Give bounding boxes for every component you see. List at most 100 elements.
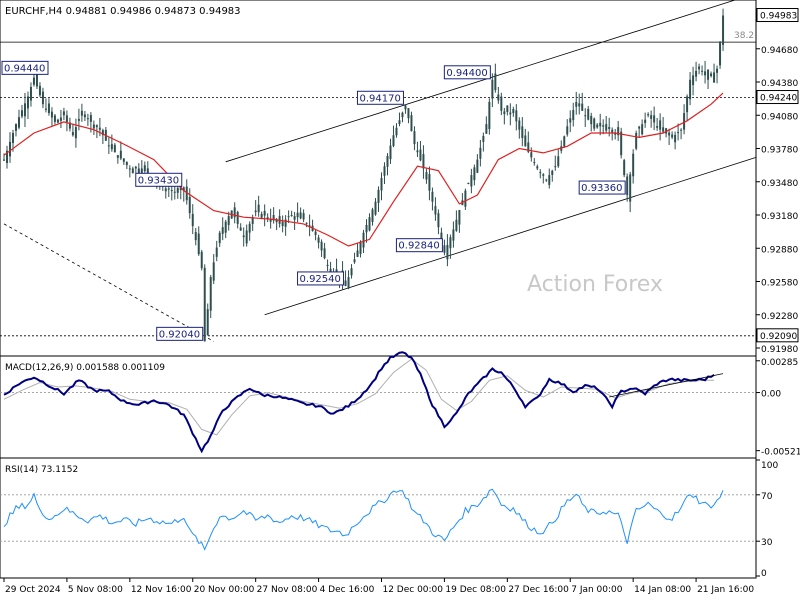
candle-body bbox=[212, 262, 215, 281]
pivot-label: 0.93360 bbox=[581, 183, 622, 194]
candle-body bbox=[413, 131, 416, 145]
candle-body bbox=[359, 241, 362, 254]
candle-body bbox=[656, 126, 659, 128]
candle-body bbox=[575, 101, 578, 107]
candle-body bbox=[497, 94, 500, 101]
candle-body bbox=[704, 71, 707, 76]
candle-body bbox=[650, 115, 653, 119]
candle-body bbox=[107, 145, 110, 147]
price-tag: 0.94983 bbox=[760, 12, 797, 22]
candle-body bbox=[299, 212, 302, 219]
rsi-tick-label: 70 bbox=[761, 492, 773, 502]
candle-body bbox=[77, 118, 80, 121]
candle-body bbox=[626, 176, 629, 196]
candle-body bbox=[203, 267, 206, 342]
candle-body bbox=[683, 113, 686, 130]
candle-body bbox=[140, 168, 143, 175]
rsi-panel-frame bbox=[0, 457, 757, 579]
candle-body bbox=[119, 150, 122, 159]
candle-body bbox=[44, 108, 47, 110]
candle-body bbox=[146, 168, 149, 174]
candle-body bbox=[401, 112, 404, 118]
candle-body bbox=[530, 152, 533, 158]
candle-body bbox=[578, 103, 581, 107]
candle-body bbox=[65, 115, 68, 122]
candle-body bbox=[164, 188, 167, 192]
rsi-line bbox=[3, 488, 724, 551]
candle-body bbox=[470, 175, 473, 187]
x-tick-label: 27 Nov 08:00 bbox=[257, 585, 318, 595]
candle-body bbox=[509, 112, 512, 115]
candle-body bbox=[242, 235, 245, 238]
candle-body bbox=[557, 156, 560, 167]
x-tick-label: 5 Nov 08:00 bbox=[68, 585, 123, 595]
candle-body bbox=[590, 115, 593, 125]
x-tick-label: 27 Dec 16:00 bbox=[508, 585, 569, 595]
candle-body bbox=[323, 248, 326, 259]
candle-body bbox=[329, 268, 332, 273]
candle-body bbox=[89, 115, 92, 122]
candle-body bbox=[479, 147, 482, 159]
candle-body bbox=[35, 71, 38, 87]
candle-body bbox=[110, 144, 113, 150]
candle-body bbox=[692, 75, 695, 86]
candle-body bbox=[167, 188, 170, 190]
candle-body bbox=[47, 103, 50, 114]
pivot-label-box bbox=[135, 172, 183, 187]
candle-body bbox=[128, 168, 131, 170]
candle-body bbox=[581, 103, 584, 111]
y-tick-label: 0.92880 bbox=[761, 245, 798, 255]
candle-body bbox=[668, 132, 671, 136]
candle-body bbox=[566, 126, 569, 135]
candle-body bbox=[29, 87, 32, 101]
candle-body bbox=[455, 219, 458, 231]
candle-body bbox=[362, 232, 365, 248]
rsi-tick-label: 100 bbox=[761, 461, 778, 471]
candle-body bbox=[617, 127, 620, 136]
candle-body bbox=[521, 126, 524, 138]
candle-body bbox=[374, 201, 377, 215]
candle-body bbox=[695, 70, 698, 77]
trend-line bbox=[3, 223, 214, 342]
candle-body bbox=[398, 120, 401, 125]
candle-body bbox=[584, 115, 587, 117]
candle-body bbox=[416, 150, 419, 153]
candle-body bbox=[446, 244, 449, 260]
candle-body bbox=[41, 91, 44, 105]
pivot-label: 0.94400 bbox=[446, 68, 487, 79]
candle-body bbox=[686, 96, 689, 113]
candle-body bbox=[116, 155, 119, 158]
candle-body bbox=[275, 219, 278, 223]
candle-body bbox=[434, 206, 437, 215]
rsi-header: RSI(14) 73.1152 bbox=[5, 465, 78, 475]
candle-body bbox=[392, 135, 395, 147]
candle-body bbox=[677, 132, 680, 134]
candle-body bbox=[587, 108, 590, 120]
candle-body bbox=[68, 122, 71, 129]
candle-body bbox=[224, 221, 227, 233]
candle-body bbox=[680, 129, 683, 131]
candle-body bbox=[188, 196, 191, 214]
candle-body bbox=[653, 115, 656, 123]
candle-body bbox=[536, 166, 539, 169]
pivot-label: 0.92540 bbox=[300, 274, 341, 285]
candle-body bbox=[419, 149, 422, 161]
candle-body bbox=[122, 158, 125, 162]
candle-body bbox=[86, 118, 89, 120]
candle-body bbox=[632, 153, 635, 177]
pivot-label: 0.94440 bbox=[4, 63, 45, 74]
candle-body bbox=[407, 108, 410, 119]
candle-body bbox=[260, 213, 263, 218]
x-tick-label: 12 Dec 00:00 bbox=[382, 585, 443, 595]
candle-body bbox=[644, 119, 647, 124]
pivot-label: 0.93430 bbox=[138, 175, 179, 186]
candle-body bbox=[494, 73, 497, 91]
candle-body bbox=[371, 209, 374, 222]
candle-body bbox=[467, 182, 470, 184]
candle-body bbox=[524, 135, 527, 147]
candle-body bbox=[353, 259, 356, 263]
candle-body bbox=[527, 142, 530, 152]
moving-average-line bbox=[3, 92, 724, 247]
x-tick-label: 12 Nov 16:00 bbox=[131, 585, 192, 595]
y-tick-label: 0.91980 bbox=[761, 345, 798, 355]
